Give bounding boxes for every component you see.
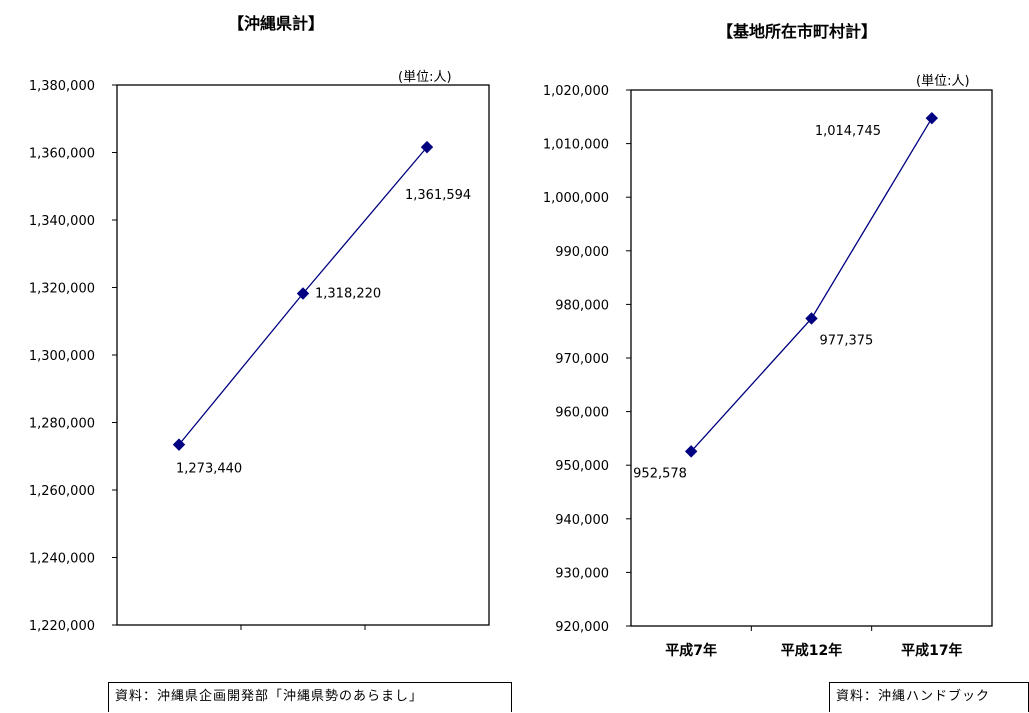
chart-2-plot: 920,000 930,000 940,000 950,000 960,000 970,0… xyxy=(543,84,993,659)
chart-2-y-tick-label: 930,000 xyxy=(555,566,609,581)
chart-2-y-tick-label: 940,000 xyxy=(555,513,609,528)
chart-2-y-tick-label: 1,010,000 xyxy=(543,138,609,153)
chart-1-y-tick-label: 1,240,000 xyxy=(29,552,95,567)
chart-2-x-tick-label: 平成12年 xyxy=(781,642,842,659)
chart-1-data-label: 1,273,440 xyxy=(176,462,242,477)
chart-1-y-tick-label: 1,280,000 xyxy=(29,417,95,432)
chart-2-data-label: 977,375 xyxy=(820,333,874,348)
chart-2-data-point xyxy=(805,312,818,325)
chart-2-x-tick-label: 平成7年 xyxy=(665,642,717,659)
chart-1-y-tick-label: 1,360,000 xyxy=(29,147,95,162)
chart-2-y-tick-label: 990,000 xyxy=(555,245,609,260)
chart-1-data-point xyxy=(172,438,186,451)
chart-2-plot-frame xyxy=(630,89,993,627)
chart-1-source: 資料：沖縄県企画開発部「沖縄県勢のあらまし」 xyxy=(108,682,512,712)
chart-2-y-tick-label: 1,020,000 xyxy=(543,84,609,99)
chart-2-data-label: 952,578 xyxy=(633,466,687,481)
chart-2-series-line xyxy=(690,117,933,452)
chart-2-y-tick-label: 960,000 xyxy=(555,406,609,421)
chart-2-y-tick-label: 970,000 xyxy=(555,352,609,367)
chart-1-unit-label: (単位:人) xyxy=(398,70,452,85)
chart-2-y-tick-label: 920,000 xyxy=(555,620,609,635)
chart-1-y-tick-label: 1,340,000 xyxy=(29,214,95,229)
chart-1-title: 【沖縄県計】 xyxy=(228,14,325,33)
chart-1-data-label: 1,361,594 xyxy=(405,188,471,203)
chart-2-data-point xyxy=(684,445,698,458)
chart-2-y-tick-label: 980,000 xyxy=(555,298,609,313)
chart-1-y-tick-label: 1,300,000 xyxy=(29,349,95,364)
chart-1-y-tick-label: 1,220,000 xyxy=(29,619,95,634)
chart-2-title: 【基地所在市町村計】 xyxy=(717,22,878,41)
chart-1-y-tick-label: 1,320,000 xyxy=(29,282,95,297)
chart-2-data-label: 1,014,745 xyxy=(815,124,881,139)
chart-2-y-tick-label: 950,000 xyxy=(555,459,609,474)
chart-2-y-tick-label: 1,000,000 xyxy=(543,191,609,206)
chart-2-source: 資料：沖縄ハンドブック xyxy=(829,682,1029,712)
chart-2-data-point xyxy=(925,111,939,125)
chart-1-data-point xyxy=(296,287,310,300)
chart-1-y-tick-label: 1,260,000 xyxy=(29,484,95,499)
chart-1-plot: 1,220,000 1,240,000 1,260,000 1,280,000 1,30… xyxy=(29,79,490,634)
chart-1-plot-frame xyxy=(116,84,490,626)
chart-1-data-point xyxy=(420,140,434,154)
chart-1-data-label: 1,318,220 xyxy=(315,287,381,302)
chart-2-x-tick-label: 平成17年 xyxy=(901,642,962,659)
chart-1-y-tick-label: 1,380,000 xyxy=(29,79,95,94)
chart-2-unit-label: (単位:人) xyxy=(916,74,970,89)
